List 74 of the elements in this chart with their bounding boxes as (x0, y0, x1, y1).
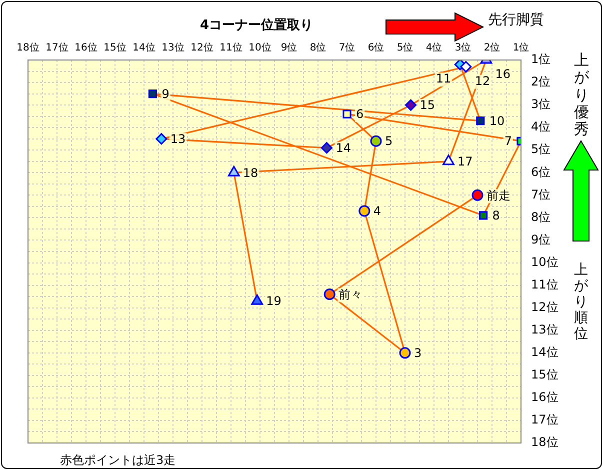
text: 上がり優秀 (574, 51, 589, 138)
x-tick-label: 17位 (46, 42, 68, 54)
point (358, 205, 370, 217)
x-tick-label: 6位 (368, 42, 384, 54)
x-tick-label: 16位 (74, 42, 98, 54)
y-tick-label: 5位 (531, 142, 551, 156)
annotation: 7 (504, 134, 512, 148)
annotation: 12 (474, 74, 490, 88)
y-tick-label: 7位 (531, 187, 551, 202)
y-tick-label: 12位 (531, 300, 558, 314)
x-tick-label: 8位 (310, 42, 326, 54)
point (370, 135, 382, 147)
annotation: 16 (495, 67, 510, 82)
point (399, 347, 411, 359)
text: 先行脚質 (488, 11, 544, 29)
x-tick-label: 3位 (454, 42, 472, 54)
y-tick-label: 14位 (531, 345, 558, 360)
x-tick-label: 1位 (512, 42, 530, 54)
y-axis-title: 上がり順位 (574, 262, 588, 342)
point (405, 99, 417, 111)
point (251, 294, 264, 305)
point (472, 189, 484, 201)
y-tick-label: 6位 (531, 164, 551, 179)
x-tick-label: 10位 (248, 42, 272, 54)
annotation: 10 (489, 114, 505, 128)
annotation: 14 (336, 140, 351, 155)
x-tick-label: 5位 (396, 42, 414, 54)
y-tick-label: 2位 (531, 74, 551, 89)
point (442, 154, 454, 166)
x-tick-label: 7位 (338, 42, 356, 54)
y-tick-label: 18位 (531, 435, 558, 450)
annotation: 前々 (338, 287, 363, 302)
y-tick-label: 17位 (531, 412, 558, 427)
annotation: 18 (242, 166, 258, 180)
y-tick-label: 15位 (531, 368, 558, 382)
y-tick-label: 4位 (531, 120, 551, 134)
chart-title: 4コーナー位置取り (200, 17, 314, 34)
x-tick-label: 9位 (280, 42, 298, 54)
x-tick-label: 12位 (190, 42, 214, 54)
point (342, 110, 352, 118)
x-tick-label: 4位 (426, 42, 442, 54)
x-tick-label: 14位 (132, 42, 156, 54)
annotation: 4 (373, 204, 382, 218)
y-tick-label: 16位 (531, 390, 558, 404)
annotation: 5 (385, 134, 393, 148)
annotation: 3 (414, 346, 422, 360)
annotation: 13 (170, 132, 186, 146)
point (148, 90, 157, 98)
y-tick-label: 3位 (531, 97, 551, 112)
x-tick-label: 18位 (16, 42, 40, 54)
x-tick-label: 11位 (220, 42, 242, 54)
annotation: 前走 (486, 188, 510, 202)
point (320, 142, 332, 154)
y-tick-label: 1位 (531, 52, 551, 66)
y-tick-label: 8位 (531, 210, 551, 224)
point (479, 211, 488, 220)
y-tick-label: 10位 (531, 254, 558, 269)
annotation: 6 (356, 107, 364, 122)
point (476, 116, 485, 126)
y-tick-label: 11位 (531, 277, 558, 292)
x-tick-label: 2位 (484, 42, 500, 54)
x-tick-label: 15位 (104, 42, 126, 54)
point (324, 288, 336, 300)
annotation: 17 (458, 154, 473, 169)
text: 赤色ポイントは近3走 (60, 452, 176, 469)
annotation: 11 (436, 72, 452, 86)
annotation: 15 (420, 98, 436, 112)
x-tick-label: 13位 (162, 42, 184, 54)
y-tick-label: 13位 (531, 322, 558, 336)
point (156, 133, 168, 145)
annotation: 19 (266, 294, 282, 308)
annotation: 8 (492, 208, 500, 223)
annotation: 9 (162, 86, 170, 101)
y-tick-label: 9位 (531, 232, 551, 246)
